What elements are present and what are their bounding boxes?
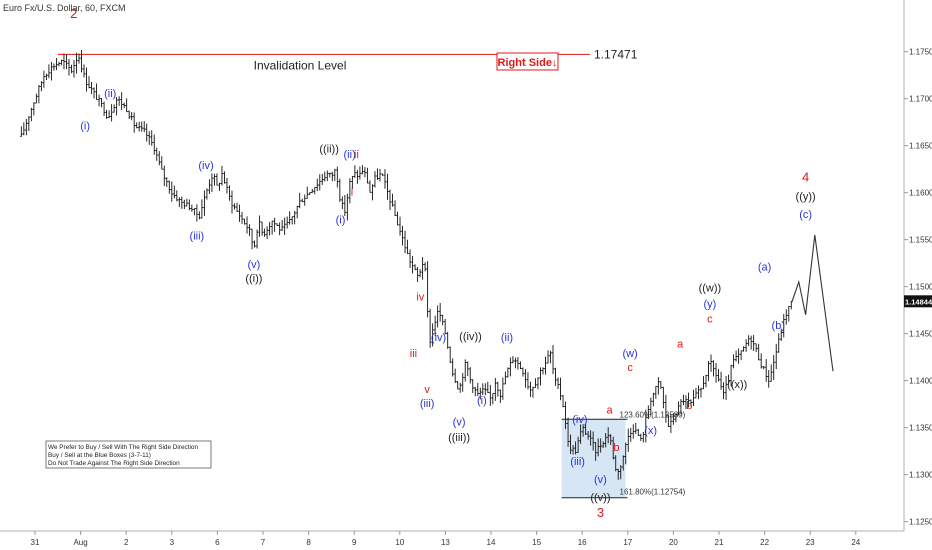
price-tick-label: 1.17500 [909, 48, 932, 57]
time-tick-label: 17 [623, 538, 632, 547]
time-tick-label: 20 [669, 538, 678, 547]
wave-label: ((w)) [699, 282, 722, 294]
wave-label: v [424, 384, 430, 396]
wave-label: (ii) [104, 88, 116, 100]
time-tick-label: 14 [487, 538, 496, 547]
wave-label: ((iv)) [459, 331, 482, 343]
wave-label: c [627, 362, 633, 374]
wave-label: (v) [247, 259, 260, 271]
blue-box [561, 419, 626, 498]
wave-label: ((y)) [796, 191, 816, 203]
projection-layer [791, 234, 834, 372]
wave-labels-layer: 2(ii)(i)(iv)(iii)(v)((i))((ii)) (ii)iii(i… [70, 6, 816, 520]
time-tick-label: Aug [73, 538, 87, 547]
time-axis: 31 Aug 2 3 6 7 8 9 10 13 14 15 16 17 20 21 22 23 24 [0, 530, 904, 547]
price-tick-label: 1.12500 [909, 518, 932, 527]
price-tick-label: 1.14000 [909, 377, 932, 386]
wave-label: (v) [594, 474, 607, 486]
horizontal-line-layer: 1.17471 Invalidation Level [57, 47, 638, 72]
strategy-note-box [45, 440, 212, 469]
wave-label: 2 [70, 6, 77, 21]
time-tick-label: 8 [306, 538, 311, 547]
time-tick-label: 2 [124, 538, 129, 547]
wave-label: (i) [80, 121, 90, 133]
price-bars-layer [20, 50, 793, 480]
right-side-label: Right Side↓ [496, 52, 559, 71]
wave-label: ((ii)) [319, 143, 339, 155]
time-tick-label: 3 [170, 538, 175, 547]
wave-label: ii [354, 149, 359, 161]
price-tick-label: 1.15000 [909, 283, 932, 292]
wave-label: (iv) [431, 332, 446, 344]
time-tick-label: 21 [715, 538, 724, 547]
wave-label: (c) [799, 209, 812, 221]
wave-label: (x) [644, 425, 657, 437]
wave-label: (y) [703, 298, 716, 310]
wave-label: (iii) [570, 456, 585, 468]
right-side-box [496, 52, 559, 71]
time-tick-label: 31 [31, 538, 40, 547]
price-tick-label: 1.15500 [909, 236, 932, 245]
strategy-note: We Prefer to Buy / Sell With The Right S… [45, 440, 212, 469]
wave-label: (ii) [344, 149, 356, 161]
time-tick-label: 7 [261, 538, 266, 547]
blue-box-bottom-label: 161.80%(1.12754) [620, 488, 686, 497]
price-tick-label: 1.16000 [909, 189, 932, 198]
wave-label: 4 [802, 169, 809, 184]
wave-label: ((i)) [245, 273, 262, 285]
time-tick-label: 10 [395, 538, 404, 547]
price-axis: 1.17500 1.17000 1.16500 1.16000 1.15500 1.150… [903, 0, 932, 531]
time-tick-label: 16 [578, 538, 587, 547]
time-tick-label: 13 [441, 538, 450, 547]
time-tick-label: 23 [806, 538, 815, 547]
price-tick-label: 1.13500 [909, 424, 932, 433]
projection-path [791, 234, 834, 372]
blue-box-layer: 123.60%(1.13589) 161.80%(1.12754) [561, 410, 686, 499]
blue-box-top-label: 123.60%(1.13589) [620, 410, 686, 419]
chart-title: Euro Fx/U.S. Dollar, 60, FXCM [3, 3, 126, 13]
strategy-note-line-3: Do Not Trade Against The Right Side Dire… [48, 460, 180, 467]
time-tick-label: 9 [352, 538, 357, 547]
wave-label: c [707, 313, 713, 325]
wave-label: (iii) [190, 231, 205, 243]
wave-label: ((iii)) [448, 432, 470, 444]
wave-label: (a) [758, 262, 771, 274]
time-tick-label: 22 [760, 538, 769, 547]
wave-label: i [351, 186, 353, 198]
wave-label: a [606, 405, 613, 417]
wave-label: (ii) [501, 332, 513, 344]
right-side-text: Right Side↓ [498, 57, 558, 69]
strategy-note-line-1: We Prefer to Buy / Sell With The Right S… [48, 444, 198, 451]
wave-label: ((x)) [727, 379, 747, 391]
wave-label: b [686, 400, 692, 412]
wave-label: (i) [477, 395, 487, 407]
wave-label: (w) [622, 348, 637, 360]
strategy-note-line-2: Buy / Sell at the Blue Boxes (3-7-11) [48, 452, 151, 459]
wave-label: (b) [772, 320, 785, 332]
time-tick-label: 15 [532, 538, 541, 547]
last-price-badge [904, 295, 932, 308]
wave-label: b [613, 442, 619, 454]
wave-label: a [677, 339, 684, 351]
price-tick-label: 1.14500 [909, 330, 932, 339]
wave-label: 3 [597, 505, 604, 520]
wave-label: ((v)) [590, 492, 610, 504]
price-tick-label: 1.17000 [909, 95, 932, 104]
wave-label: (iii) [420, 398, 435, 410]
wave-label: iii [410, 348, 417, 360]
time-tick-label: 24 [851, 538, 860, 547]
wave-label: (i) [336, 215, 346, 227]
wave-label: (iv) [198, 160, 213, 172]
wave-label: (iv) [572, 414, 587, 426]
invalidation-value-label: 1.17471 [594, 47, 638, 61]
wave-label: (v) [453, 417, 466, 429]
price-tick-label: 1.13000 [909, 471, 932, 480]
price-tick-label: 1.16500 [909, 142, 932, 151]
time-tick-label: 6 [215, 538, 220, 547]
invalidation-caption: Invalidation Level [254, 58, 347, 72]
last-price-label: 1.14844 [905, 297, 932, 306]
wave-label: iv [416, 292, 424, 304]
